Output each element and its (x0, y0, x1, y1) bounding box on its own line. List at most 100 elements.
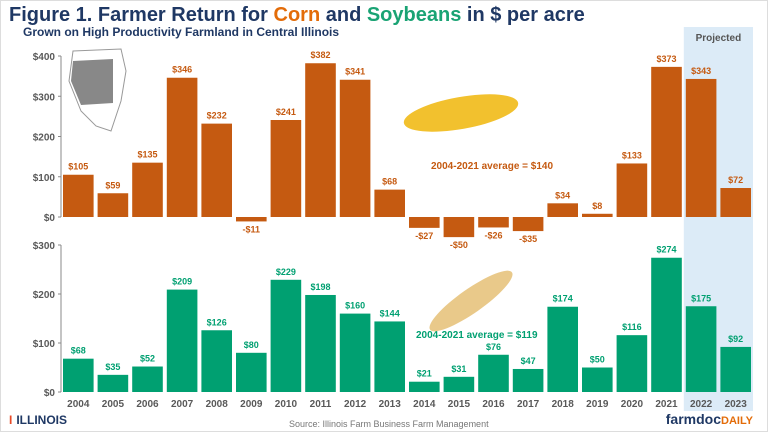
x-tick-label: 2022 (690, 399, 713, 410)
bar-2010 (270, 119, 302, 217)
data-label: $144 (380, 308, 400, 318)
bar-2015 (443, 217, 475, 238)
data-label: $76 (486, 342, 501, 352)
bar-2020 (616, 163, 648, 217)
data-label: $116 (622, 322, 642, 332)
bar-2012 (339, 313, 371, 392)
x-tick-label: 2013 (379, 399, 402, 410)
x-tick-label: 2015 (448, 399, 471, 410)
data-label: $135 (137, 150, 157, 160)
bar-2019 (582, 367, 613, 392)
data-label: $35 (105, 362, 120, 372)
data-label: $8 (592, 201, 602, 211)
bar-2012 (339, 79, 371, 217)
chart-title: Figure 1. Farmer Return for Corn and Soy… (9, 4, 585, 26)
data-label: -$50 (450, 240, 468, 250)
bar-2007 (166, 77, 198, 217)
y-tick-label: $300 (33, 241, 56, 252)
data-label: -$26 (484, 230, 502, 240)
x-tick-label: 2011 (310, 399, 332, 410)
chart-subtitle: Grown on High Productivity Farmland in C… (23, 25, 340, 39)
projected-label: Projected (696, 33, 742, 44)
data-label: $232 (207, 111, 227, 121)
data-label: $68 (382, 177, 397, 187)
bar-2022 (685, 306, 717, 392)
bar-2006 (132, 366, 163, 392)
bar-2005 (97, 374, 129, 392)
data-label: $47 (521, 356, 536, 366)
x-tick-label: 2010 (275, 399, 298, 410)
data-label: $126 (207, 317, 227, 327)
x-tick-label: 2017 (517, 399, 540, 410)
data-label: $34 (555, 190, 570, 200)
data-label: $72 (728, 175, 743, 185)
data-label: -$11 (243, 224, 261, 234)
data-label: $198 (310, 282, 330, 292)
data-label: $52 (140, 354, 155, 364)
bar-2015 (443, 376, 475, 392)
data-label: $229 (276, 267, 296, 277)
bar-2017 (512, 368, 544, 392)
bar-2023 (720, 346, 751, 392)
y-tick-label: $0 (44, 213, 56, 224)
bar-2010 (270, 279, 302, 392)
data-label: $174 (553, 294, 573, 304)
data-label: $31 (451, 364, 466, 374)
average-annotation: 2004-2021 average = $140 (431, 161, 553, 172)
bar-2011 (305, 63, 336, 218)
y-tick-label: $0 (44, 388, 56, 399)
bar-2004 (63, 358, 94, 392)
y-tick-label: $400 (33, 52, 56, 63)
bar-2022 (685, 78, 717, 217)
data-label: $343 (691, 66, 711, 76)
x-tick-label: 2014 (413, 399, 436, 410)
bar-2021 (651, 257, 682, 392)
data-label: $241 (276, 107, 296, 117)
data-label: $382 (310, 50, 330, 60)
x-tick-label: 2016 (482, 399, 505, 410)
data-label: $59 (105, 180, 120, 190)
data-label: $209 (172, 277, 192, 287)
y-tick-label: $200 (33, 133, 56, 144)
bar-2009 (236, 217, 267, 222)
data-label: $105 (68, 162, 88, 172)
bar-2006 (132, 162, 163, 217)
source-note: Source: Illinois Farm Business Farm Mana… (289, 419, 489, 429)
y-tick-label: $200 (33, 290, 56, 301)
illinois-logo: I ILLINOIS (9, 413, 68, 427)
y-tick-label: $100 (33, 339, 56, 350)
data-label: $21 (417, 369, 432, 379)
x-tick-label: 2008 (206, 399, 229, 410)
x-tick-label: 2020 (621, 399, 644, 410)
bar-2018 (547, 203, 578, 217)
bar-2013 (374, 321, 405, 392)
corn-icon (403, 94, 519, 132)
data-label: $92 (728, 334, 743, 344)
bar-2008 (201, 330, 232, 392)
bar-2005 (97, 193, 129, 217)
bar-2019 (582, 213, 613, 217)
bar-2008 (201, 123, 232, 217)
bar-2007 (166, 289, 198, 392)
x-tick-label: 2004 (67, 399, 90, 410)
farmdoc-logo: farmdocDAILY (665, 411, 753, 427)
x-tick-label: 2021 (655, 399, 678, 410)
bar-2016 (478, 217, 509, 228)
bar-2009 (236, 352, 267, 392)
data-label: -$35 (519, 234, 537, 244)
x-tick-label: 2018 (552, 399, 575, 410)
x-tick-label: 2019 (586, 399, 609, 410)
data-label: $373 (656, 54, 676, 64)
bar-2004 (63, 174, 94, 217)
bar-2014 (409, 381, 440, 392)
y-tick-label: $300 (33, 92, 56, 103)
bar-2021 (651, 66, 682, 218)
data-label: -$27 (415, 231, 433, 241)
x-tick-label: 2006 (136, 399, 159, 410)
bar-2016 (478, 354, 509, 392)
x-tick-label: 2023 (725, 399, 748, 410)
bar-2014 (409, 217, 440, 228)
data-label: $80 (244, 340, 259, 350)
x-tick-label: 2009 (240, 399, 263, 410)
